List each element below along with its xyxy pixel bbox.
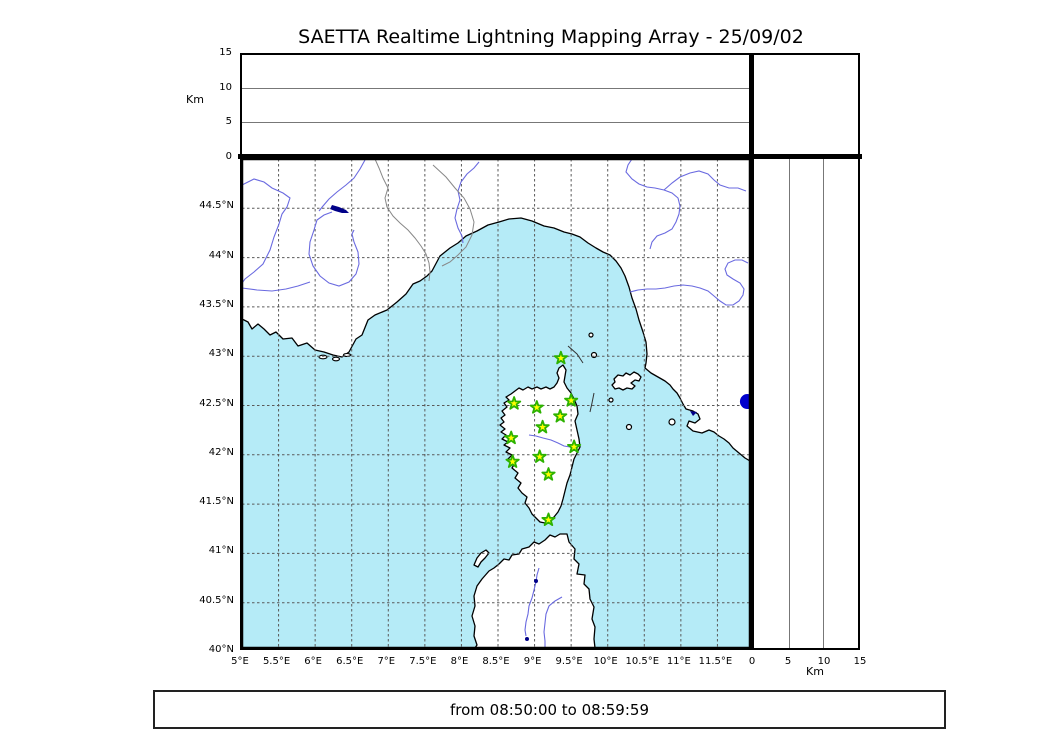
map-ytick-42°N: 42°N (208, 446, 234, 458)
station-star-icon (564, 393, 579, 407)
top-panel-ytick-15: 15 (219, 47, 232, 58)
station-star-icon (553, 408, 568, 423)
map-xtick-8°E: 8°E (450, 656, 469, 667)
altitude-latitude-panel (752, 157, 860, 650)
hyeres-island-0 (318, 354, 328, 360)
map-xtick-7°E: 7°E (377, 656, 396, 667)
right-panel-gridline (788, 159, 790, 648)
country-border (432, 164, 475, 267)
pianosa-island (608, 397, 614, 403)
sea-line-mark (589, 392, 595, 413)
station-star-icon (505, 454, 520, 468)
map-xtick-6°E: 6°E (304, 656, 322, 667)
map-ytick-43.5°N: 43.5°N (199, 298, 234, 310)
km-axis-label-right: Km (806, 665, 824, 678)
map-xtick-5°E: 5°E (231, 656, 249, 667)
footer-text: from 08:50:00 to 08:59:59 (449, 700, 649, 719)
capraia-island (590, 351, 598, 359)
altitude-longitude-panel (240, 53, 752, 157)
lake-serre-poncon (330, 205, 349, 213)
map-svg (242, 159, 750, 648)
map-xtick-11°E: 11°E (666, 656, 691, 667)
river (242, 281, 311, 292)
river (242, 178, 291, 284)
top-panel-ytick-5: 5 (225, 116, 232, 128)
river (454, 161, 480, 244)
map-ytick-42.5°N: 42.5°N (199, 397, 234, 409)
panel-separator-vertical (749, 53, 754, 650)
map-xtick-10.5°E: 10.5°E (625, 656, 660, 667)
footer-box: from 08:50:00 to 08:59:59 (153, 690, 946, 729)
sardinia-lake (525, 637, 529, 641)
hyeres-island-1 (331, 356, 341, 362)
map-ytick-41.5°N: 41.5°N (199, 496, 234, 508)
elba-island (611, 371, 642, 391)
map-xtick-6.5°E: 6.5°E (336, 656, 364, 667)
station-star-icon (504, 430, 519, 445)
station-star-icon (567, 439, 582, 454)
station-star-icon (535, 419, 550, 434)
river (629, 259, 749, 306)
top-panel-gridline (242, 88, 750, 90)
sardinia-lake (534, 579, 538, 583)
right-panel-xtick-10: 10 (817, 656, 831, 667)
top-panel-gridline (242, 121, 750, 123)
map-xtick-5.5°E: 5.5°E (262, 656, 291, 667)
map-xtick-9°E: 9°E (523, 656, 542, 667)
montecristo-island (625, 423, 633, 431)
map-xtick-10°E: 10°E (593, 656, 618, 667)
right-panel-xtick-0: 0 (748, 656, 756, 667)
river (663, 170, 747, 192)
river (543, 596, 563, 647)
right-panel-xtick-5: 5 (784, 656, 792, 667)
gorgona-island (588, 332, 594, 338)
map-ytick-43°N: 43°N (208, 348, 234, 360)
station-star-icon (541, 467, 556, 481)
map-ytick-40°N: 40°N (208, 644, 234, 655)
plot-title: SAETTA Realtime Lightning Mapping Array … (298, 26, 804, 48)
right-panel-gridline (823, 159, 825, 648)
orbetello-lagoon (690, 411, 697, 416)
map-xtick-9.5°E: 9.5°E (555, 656, 583, 667)
km-axis-label-top: Km (186, 93, 204, 106)
station-star-icon (507, 396, 522, 410)
corner-panel (752, 53, 860, 157)
map-ytick-40.5°N: 40.5°N (199, 594, 234, 606)
river (625, 159, 681, 250)
river (318, 159, 366, 212)
map-xtick-7.5°E: 7.5°E (409, 656, 437, 667)
river (524, 567, 540, 637)
map-ytick-44°N: 44°N (208, 249, 234, 261)
right-panel-xtick-15: 15 (853, 656, 867, 667)
top-panel-ytick-10: 10 (219, 81, 232, 93)
station-star-icon (532, 449, 547, 463)
map-ytick-41°N: 41°N (208, 545, 234, 557)
station-star-icon (529, 400, 544, 414)
map-xtick-8.5°E: 8.5°E (482, 656, 510, 667)
map-panel (240, 157, 752, 650)
river (308, 211, 360, 287)
corsica (499, 364, 581, 524)
station-star-icon (541, 512, 556, 526)
panel-separator-horizontal (238, 154, 862, 159)
giglio-island (668, 418, 676, 426)
top-panel-ytick-0: 0 (225, 151, 232, 162)
detection-marker (739, 394, 750, 410)
country-border (374, 159, 431, 282)
station-star-icon (553, 350, 568, 365)
map-ytick-44.5°N: 44.5°N (199, 200, 234, 212)
sea-line-mark (567, 345, 584, 364)
map-xtick-11.5°E: 11.5°E (698, 656, 733, 667)
